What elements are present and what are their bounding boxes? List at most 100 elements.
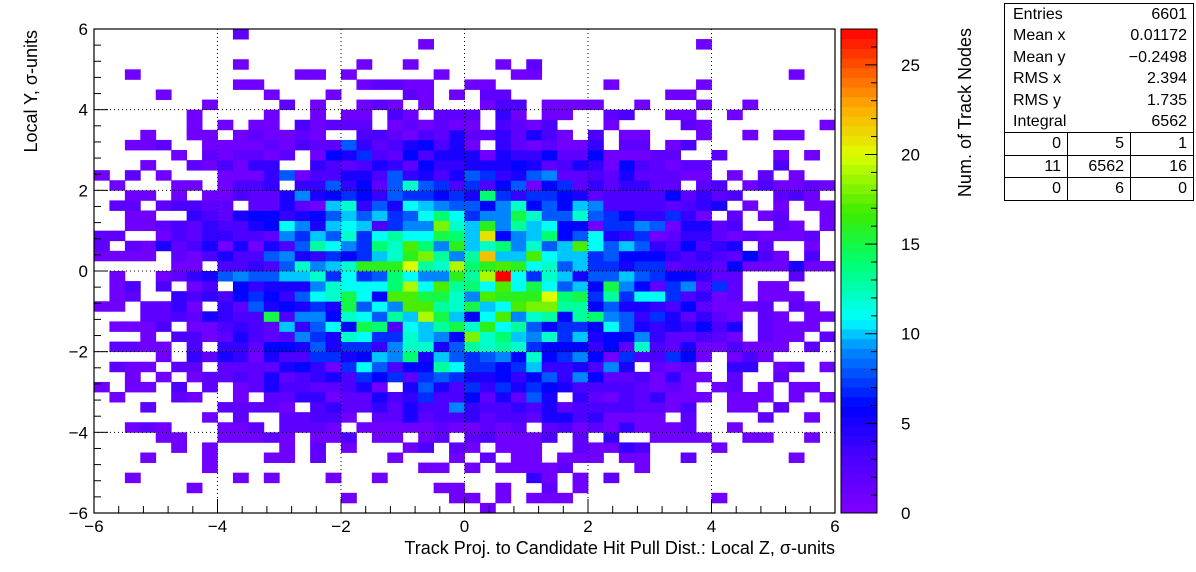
histogram-cell	[418, 271, 435, 282]
histogram-cell	[356, 79, 373, 90]
histogram-cell	[418, 341, 435, 353]
histogram-cell	[418, 129, 435, 141]
histogram-cell	[588, 160, 604, 171]
histogram-cell	[248, 129, 265, 141]
histogram-cell	[341, 412, 357, 423]
histogram-cell	[649, 392, 666, 403]
histogram-cell	[248, 311, 265, 322]
histogram-cell	[263, 160, 280, 171]
histogram-cell	[696, 351, 712, 363]
histogram-cell	[464, 422, 481, 433]
histogram-cell	[557, 99, 573, 111]
histogram-cell	[541, 170, 558, 181]
histogram-cell	[217, 422, 234, 433]
histogram-cell	[449, 412, 465, 423]
histogram-cell	[726, 250, 743, 262]
histogram-cell	[248, 291, 265, 302]
histogram-cell	[325, 139, 342, 151]
histogram-cell	[356, 240, 373, 252]
histogram-cell	[464, 381, 481, 393]
histogram-cell	[325, 301, 342, 312]
histogram-cell	[680, 432, 697, 443]
y-tick-label: −2	[69, 343, 88, 362]
histogram-cell	[603, 119, 620, 131]
histogram-cell	[371, 361, 388, 373]
x-tick-label: 0	[460, 517, 469, 536]
histogram-cell	[449, 392, 465, 403]
z-axis-title: Num. of Track Nodes	[955, 28, 975, 197]
histogram-cell	[479, 371, 496, 383]
histogram-cell	[248, 240, 265, 252]
histogram-cell	[171, 331, 188, 342]
histogram-cell	[402, 139, 419, 151]
histogram-cell	[186, 271, 203, 282]
palette-segment	[841, 445, 877, 456]
histogram-cell	[155, 422, 172, 433]
histogram-cell	[341, 109, 357, 121]
histogram-cell	[541, 271, 558, 282]
histogram-cell	[557, 220, 573, 232]
histogram-cell	[526, 160, 543, 171]
histogram-cell	[325, 422, 342, 433]
histogram-cell	[186, 311, 203, 322]
histogram-cell	[757, 240, 774, 252]
histogram-cell	[217, 311, 234, 322]
histogram-cell	[263, 220, 280, 232]
palette-segment	[841, 116, 877, 127]
histogram-cell	[449, 271, 465, 282]
histogram-cell	[649, 311, 666, 322]
histogram-cell	[171, 250, 188, 262]
histogram-cell	[557, 190, 573, 201]
histogram-cell	[603, 160, 620, 171]
histogram-cell	[680, 351, 697, 363]
histogram-cell	[665, 240, 682, 252]
histogram-cell	[726, 291, 743, 302]
histogram-cell	[526, 59, 543, 70]
histogram-cell	[124, 170, 141, 181]
histogram-cell	[479, 180, 496, 191]
histogram-cell	[248, 250, 265, 262]
histogram-cell	[649, 341, 666, 353]
palette-segment	[841, 222, 877, 233]
histogram-cell	[819, 210, 836, 221]
overflow-cell: 0	[1052, 180, 1061, 198]
histogram-cell	[186, 250, 203, 262]
histogram-cell	[742, 341, 759, 353]
histogram-cell	[649, 220, 666, 232]
histogram-cell	[263, 210, 280, 221]
histogram-cell	[232, 240, 249, 252]
histogram-cell	[140, 220, 157, 232]
histogram-cell	[788, 361, 805, 373]
histogram-cell	[464, 260, 481, 272]
histogram-cell	[680, 160, 697, 171]
histogram-cell	[510, 240, 527, 252]
histogram-cell	[603, 412, 620, 423]
histogram-cell	[186, 371, 203, 383]
histogram-cell	[479, 129, 496, 141]
histogram-cell	[449, 311, 465, 322]
palette-segment	[841, 96, 877, 107]
histogram-cell	[588, 260, 604, 272]
histogram-cell	[495, 260, 512, 272]
histogram-cell	[696, 210, 712, 221]
histogram-cell	[248, 220, 265, 232]
histogram-cell	[449, 361, 465, 373]
palette-segment	[841, 241, 877, 253]
histogram-cell	[588, 250, 604, 262]
histogram-cell	[634, 381, 651, 393]
histogram-cell	[665, 432, 682, 443]
histogram-cell	[618, 452, 635, 463]
histogram-cell	[387, 139, 404, 151]
histogram-cell	[541, 240, 558, 252]
histogram-cell	[773, 371, 790, 383]
histogram-cell	[588, 99, 604, 111]
y-tick-label: 4	[79, 101, 88, 120]
histogram-cell	[140, 341, 157, 353]
histogram-cell	[464, 230, 481, 242]
histogram-cell	[202, 331, 218, 342]
histogram-cell	[557, 311, 573, 322]
histogram-cell	[680, 402, 697, 413]
palette-segment	[841, 164, 877, 175]
histogram-cell	[155, 220, 172, 232]
palette-segment	[841, 464, 877, 475]
